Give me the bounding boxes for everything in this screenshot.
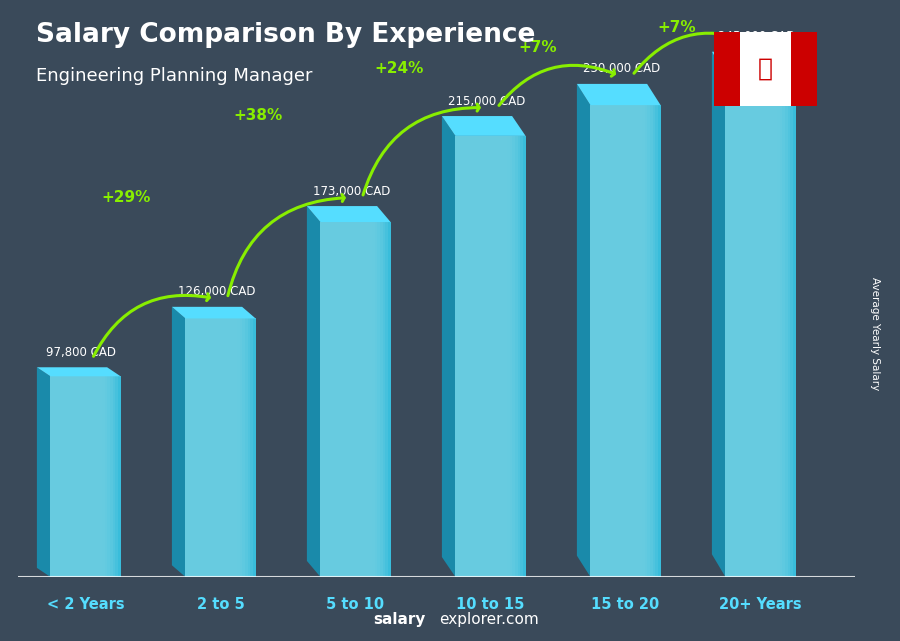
Bar bbox=[50, 376, 107, 577]
Bar bbox=[740, 32, 791, 106]
Bar bbox=[791, 32, 817, 106]
Bar bbox=[725, 74, 779, 577]
Bar bbox=[320, 222, 373, 577]
Polygon shape bbox=[307, 206, 391, 222]
Text: +38%: +38% bbox=[234, 108, 283, 123]
Bar bbox=[455, 136, 520, 577]
Bar bbox=[725, 74, 796, 577]
Text: 15 to 20: 15 to 20 bbox=[591, 597, 660, 612]
Text: 230,000 CAD: 230,000 CAD bbox=[583, 62, 660, 76]
Bar bbox=[455, 136, 517, 577]
Polygon shape bbox=[172, 307, 185, 577]
Text: 5 to 10: 5 to 10 bbox=[327, 597, 384, 612]
Bar bbox=[320, 222, 388, 577]
Bar bbox=[725, 74, 782, 577]
Bar bbox=[320, 222, 377, 577]
Bar bbox=[50, 376, 104, 577]
Bar bbox=[455, 136, 512, 577]
Bar bbox=[725, 74, 785, 577]
Bar bbox=[320, 222, 385, 577]
Bar bbox=[320, 222, 391, 577]
Bar bbox=[725, 74, 793, 577]
Text: 126,000 CAD: 126,000 CAD bbox=[177, 285, 256, 298]
Text: 🍁: 🍁 bbox=[758, 57, 773, 81]
Bar bbox=[590, 105, 652, 577]
Polygon shape bbox=[185, 319, 256, 577]
Text: Salary Comparison By Experience: Salary Comparison By Experience bbox=[36, 22, 536, 49]
Bar bbox=[455, 136, 523, 577]
Polygon shape bbox=[172, 307, 256, 319]
Text: < 2 Years: < 2 Years bbox=[47, 597, 124, 612]
Bar bbox=[455, 136, 515, 577]
Polygon shape bbox=[320, 222, 391, 577]
Bar bbox=[590, 105, 644, 577]
Bar bbox=[590, 105, 647, 577]
Text: +7%: +7% bbox=[658, 20, 696, 35]
Bar bbox=[455, 136, 508, 577]
Bar bbox=[725, 74, 790, 577]
Text: explorer.com: explorer.com bbox=[439, 612, 539, 627]
Bar bbox=[185, 319, 253, 577]
Bar bbox=[185, 319, 242, 577]
Text: +29%: +29% bbox=[102, 190, 150, 205]
Polygon shape bbox=[37, 367, 50, 577]
Text: 173,000 CAD: 173,000 CAD bbox=[313, 185, 390, 197]
Bar bbox=[50, 376, 121, 577]
Bar bbox=[185, 319, 239, 577]
Text: Engineering Planning Manager: Engineering Planning Manager bbox=[36, 67, 312, 85]
Bar bbox=[590, 105, 655, 577]
Text: salary: salary bbox=[374, 612, 426, 627]
Bar bbox=[185, 319, 256, 577]
Bar bbox=[590, 105, 658, 577]
Text: Average Yearly Salary: Average Yearly Salary bbox=[869, 277, 880, 390]
Text: 10 to 15: 10 to 15 bbox=[456, 597, 525, 612]
Polygon shape bbox=[455, 136, 526, 577]
Text: 245,000 CAD: 245,000 CAD bbox=[718, 30, 795, 44]
Bar bbox=[320, 222, 374, 577]
Text: 20+ Years: 20+ Years bbox=[719, 597, 802, 612]
Bar bbox=[50, 376, 110, 577]
Bar bbox=[725, 74, 788, 577]
Polygon shape bbox=[577, 84, 590, 577]
Polygon shape bbox=[712, 52, 796, 74]
Bar bbox=[50, 376, 112, 577]
Polygon shape bbox=[37, 367, 121, 376]
Text: 2 to 5: 2 to 5 bbox=[196, 597, 245, 612]
Polygon shape bbox=[442, 116, 526, 136]
Polygon shape bbox=[307, 206, 320, 577]
Bar bbox=[320, 222, 380, 577]
Text: 215,000 CAD: 215,000 CAD bbox=[448, 95, 525, 108]
Polygon shape bbox=[712, 52, 725, 577]
Bar bbox=[50, 376, 103, 577]
Bar bbox=[185, 319, 238, 577]
Bar bbox=[590, 105, 643, 577]
Polygon shape bbox=[725, 74, 796, 577]
Bar bbox=[590, 105, 661, 577]
Polygon shape bbox=[590, 105, 661, 577]
Bar bbox=[320, 222, 382, 577]
Polygon shape bbox=[577, 84, 661, 105]
Bar bbox=[50, 376, 118, 577]
Bar bbox=[185, 319, 250, 577]
Text: +7%: +7% bbox=[518, 40, 557, 55]
Bar bbox=[185, 319, 248, 577]
Bar bbox=[185, 319, 245, 577]
Bar bbox=[714, 32, 740, 106]
Bar bbox=[590, 105, 650, 577]
Polygon shape bbox=[50, 376, 121, 577]
Text: 97,800 CAD: 97,800 CAD bbox=[47, 345, 116, 359]
Bar bbox=[50, 376, 115, 577]
Bar bbox=[725, 74, 778, 577]
Polygon shape bbox=[442, 116, 455, 577]
Bar bbox=[455, 136, 509, 577]
Text: +24%: +24% bbox=[374, 61, 423, 76]
Bar bbox=[455, 136, 526, 577]
